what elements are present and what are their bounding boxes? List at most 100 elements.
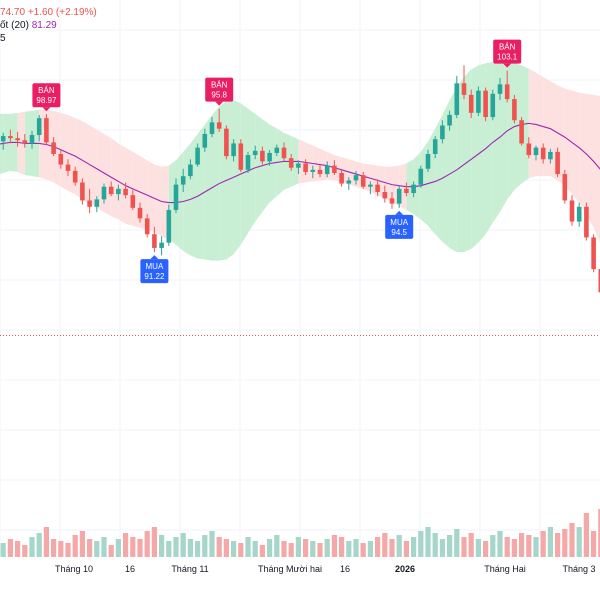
volume-bar: [577, 527, 582, 557]
volume-bar: [361, 543, 366, 557]
candle-body: [109, 187, 114, 194]
buy-marker-pointer: [150, 255, 158, 259]
candle-body: [498, 84, 503, 94]
candle-body: [404, 189, 409, 193]
candle-body: [174, 185, 179, 210]
x-axis-label: Tháng Hai: [484, 564, 526, 574]
volume-bar: [130, 537, 135, 557]
volume-bar: [94, 541, 99, 557]
volume-bar: [325, 539, 330, 557]
candle-body: [527, 143, 532, 155]
candle-body: [181, 176, 186, 184]
candle-body: [469, 95, 474, 113]
volume-bar: [512, 539, 517, 557]
candle-body: [246, 155, 251, 170]
candle-body: [426, 154, 431, 169]
legend-ma-value: 81.29: [32, 20, 57, 31]
volume-bar: [173, 537, 178, 557]
volume-bar: [109, 545, 114, 557]
volume-bar: [433, 533, 438, 557]
sell-marker-value: 103.1: [497, 53, 518, 62]
volume-bar: [267, 539, 272, 557]
candle-body: [419, 169, 424, 185]
x-axis-label: Tháng 11: [171, 564, 208, 574]
candle-body: [332, 166, 337, 173]
volume-bar: [217, 537, 222, 557]
candle-body: [390, 198, 395, 203]
volume-bar: [591, 531, 596, 557]
volume-bar: [145, 531, 150, 557]
volume-bar: [166, 541, 171, 557]
volume-bar: [526, 535, 531, 557]
candle-body: [253, 151, 258, 155]
candle-body: [217, 122, 222, 128]
volume-bar: [497, 531, 502, 557]
candle-body: [1, 136, 6, 141]
candle-body: [440, 126, 445, 140]
volume-bar: [209, 531, 214, 557]
volume-bar: [152, 527, 157, 557]
volume-bar: [253, 541, 258, 557]
legend-change: +1.60 (+2.19%): [28, 7, 97, 18]
candle-body: [591, 237, 596, 269]
candle-body: [541, 148, 546, 160]
sell-marker-label: BÁN: [499, 43, 516, 52]
candle-body: [347, 180, 352, 183]
volume-bar: [101, 537, 106, 557]
volume-bar: [397, 535, 402, 557]
volume-bar: [425, 527, 430, 557]
candle-body: [203, 134, 208, 148]
x-axis-label: Tháng 3: [562, 564, 595, 574]
volume-bar: [303, 539, 308, 557]
candle-body: [339, 173, 344, 184]
candle-body: [123, 189, 128, 195]
band-segment: [594, 95, 600, 244]
volume-bar: [15, 541, 20, 557]
candle-body: [267, 153, 272, 161]
legend-row-3: 5: [0, 32, 97, 45]
volume-bar: [469, 533, 474, 557]
volume-bar: [461, 537, 466, 557]
volume-bar: [476, 539, 481, 557]
candle-body: [296, 164, 301, 168]
volume-bar: [490, 535, 495, 557]
candle-body: [354, 175, 359, 180]
volume-bar: [87, 539, 92, 557]
candle-body: [188, 165, 193, 177]
candle-body: [447, 115, 452, 126]
volume-bar: [519, 533, 524, 557]
candle-body: [584, 207, 589, 238]
candle-body: [570, 200, 575, 221]
candle-body: [195, 148, 200, 165]
candle-body: [289, 158, 294, 168]
volume-bar: [569, 523, 574, 557]
buy-marker-value: 91.22: [144, 272, 165, 281]
volume-bar: [533, 537, 538, 557]
sell-marker-label: BÁN: [211, 81, 228, 90]
volume-bar: [51, 539, 56, 557]
candle-body: [159, 243, 164, 248]
volume-bar: [159, 535, 164, 557]
volume-bar: [447, 535, 452, 557]
candle-body: [325, 166, 330, 174]
candle-body: [383, 192, 388, 198]
volume-bar: [231, 541, 236, 557]
candle-body: [15, 138, 20, 140]
volume-bar: [58, 541, 63, 557]
volume-bar: [296, 537, 301, 557]
volume-bar: [382, 533, 387, 557]
volume-bar: [80, 531, 85, 557]
buy-marker-label: MUA: [390, 218, 408, 227]
candle-body: [455, 83, 460, 115]
candle-body: [8, 136, 13, 138]
candle-body: [375, 185, 380, 192]
candle-body: [145, 218, 150, 234]
candle-body: [368, 185, 373, 187]
chart-legend: 74.70 +1.60 (+2.19%) ốt (20) 81.29 5: [0, 6, 97, 45]
candle-body: [87, 200, 92, 206]
volume-bar: [541, 531, 546, 557]
legend-price: 74.70: [0, 7, 25, 18]
volume-bar: [245, 537, 250, 557]
candle-body: [37, 118, 42, 135]
candle-body: [260, 151, 265, 162]
